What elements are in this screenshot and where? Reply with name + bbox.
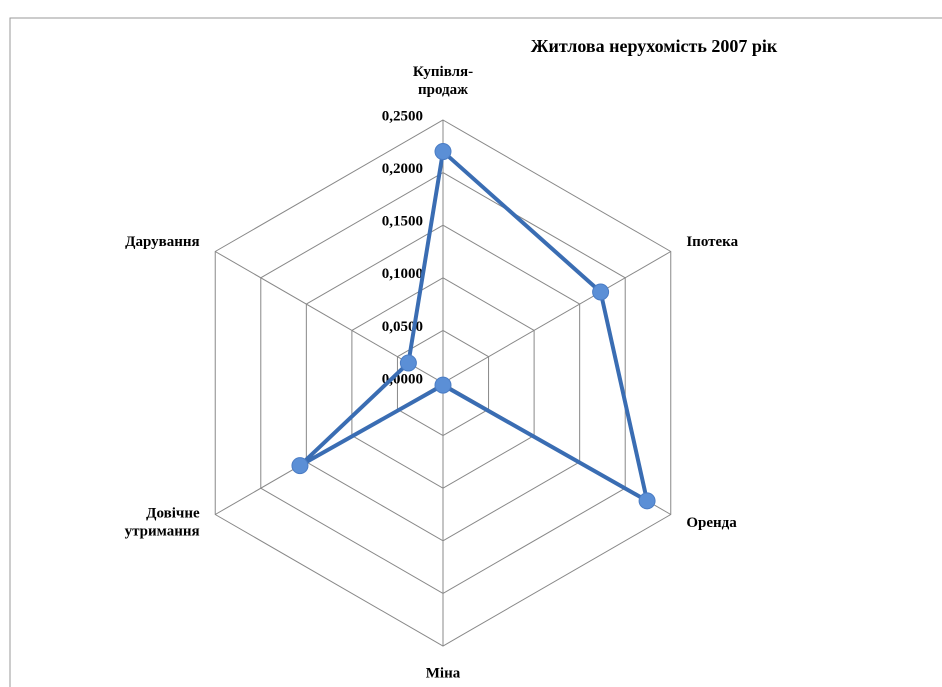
axis-spoke: [442, 251, 672, 384]
category-label: Купівля-продаж: [413, 64, 473, 98]
category-label: Довічне утримання: [125, 506, 200, 540]
category-label: Міна: [426, 665, 461, 681]
y-tick-label: 0,2000: [382, 161, 423, 177]
series-line: [297, 149, 650, 503]
data-point: [434, 376, 452, 394]
category-label: Оренда: [686, 515, 737, 531]
chart-title: Житлова нерухомість 2007 рік: [531, 36, 778, 56]
data-point: [434, 143, 452, 161]
category-label: Іпотека: [686, 234, 738, 250]
data-point: [638, 492, 656, 510]
y-tick-label: 0,2500: [382, 108, 423, 124]
data-point: [399, 354, 417, 372]
category-label: Дарування: [125, 234, 199, 250]
y-tick-label: 0,0000: [382, 371, 423, 387]
y-tick-label: 0,1500: [382, 214, 423, 230]
chart-frame: [9, 17, 942, 687]
y-tick-label: 0,1000: [382, 266, 423, 282]
data-point: [592, 283, 610, 301]
data-point: [291, 457, 309, 475]
